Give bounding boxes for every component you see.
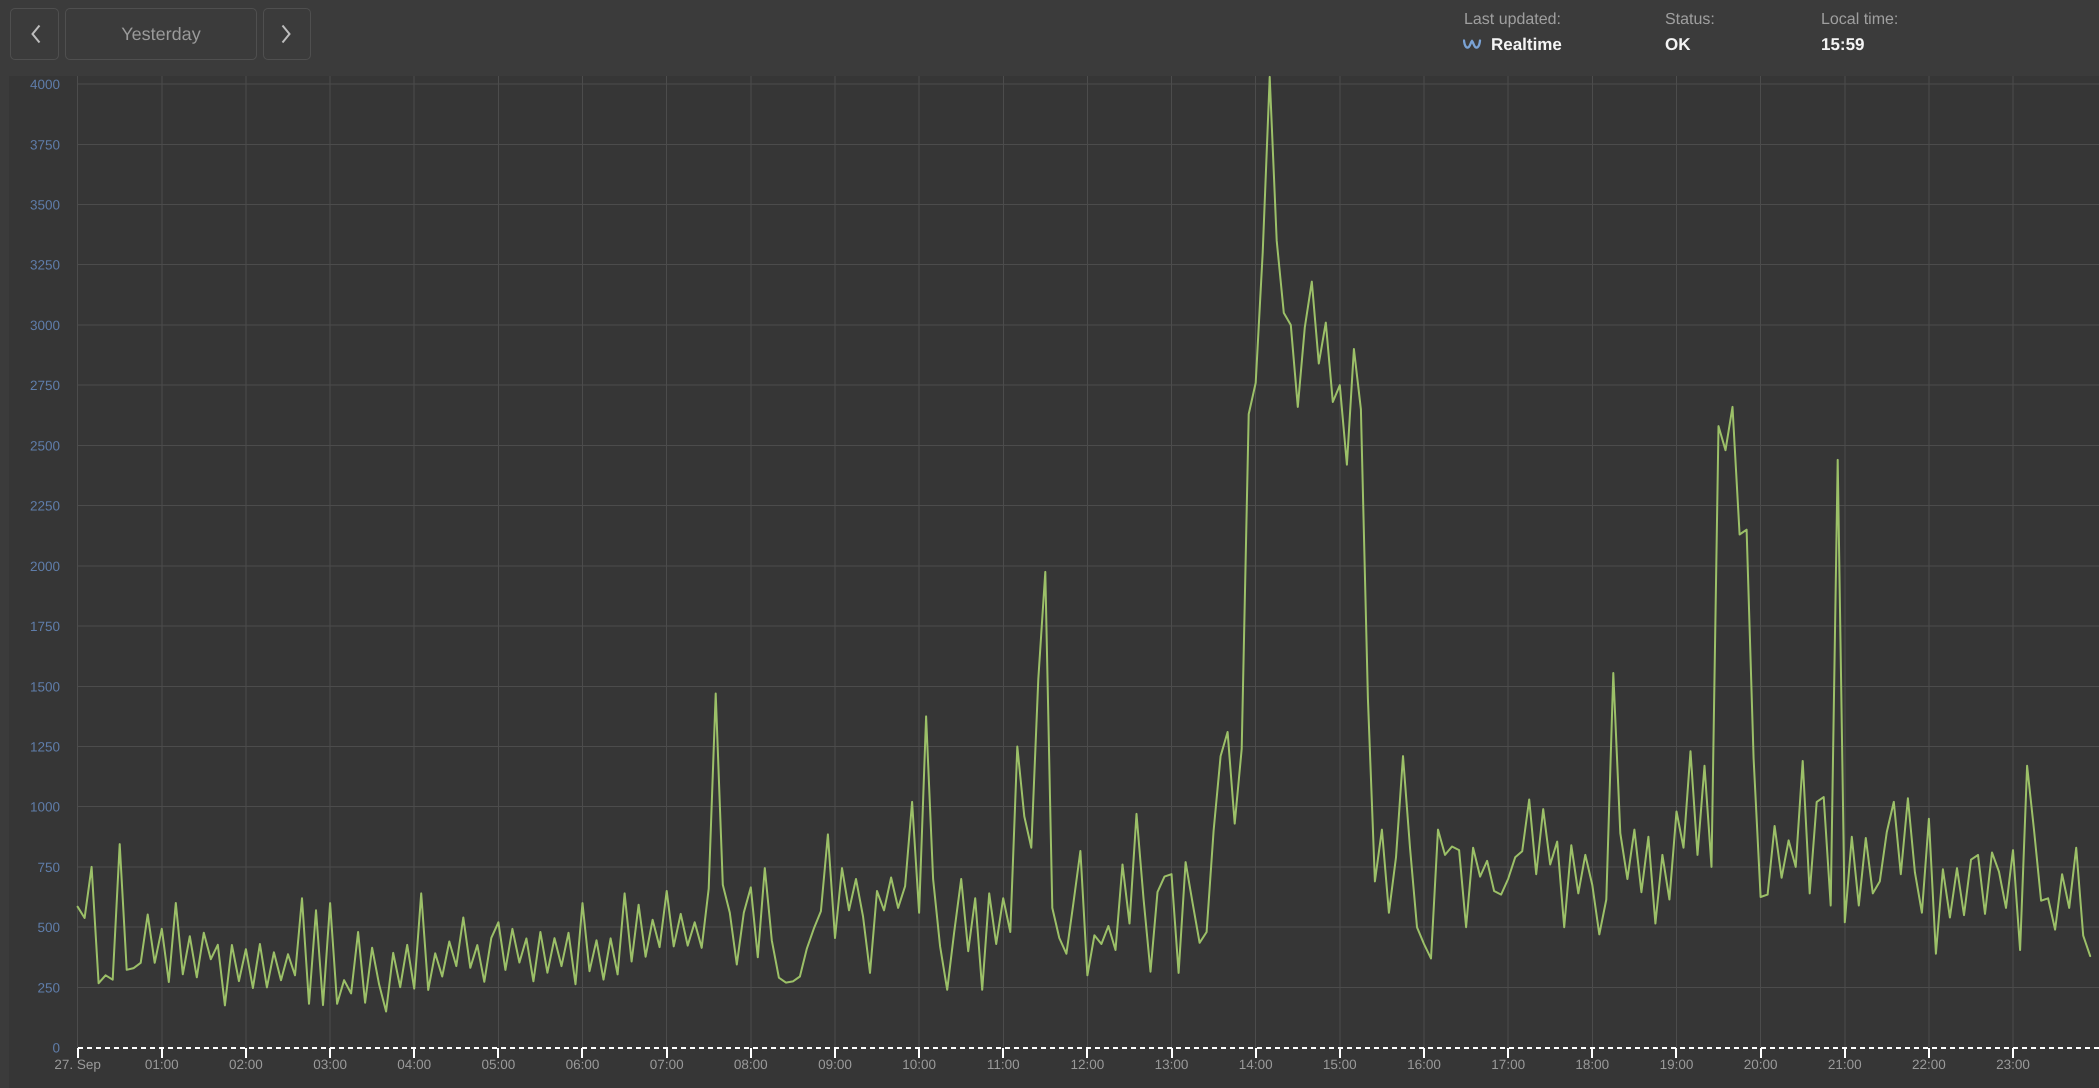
svg-text:2750: 2750 xyxy=(30,378,60,393)
svg-text:3500: 3500 xyxy=(30,198,60,213)
svg-text:12:00: 12:00 xyxy=(1071,1057,1105,1072)
svg-text:2250: 2250 xyxy=(30,499,60,514)
svg-text:07:00: 07:00 xyxy=(650,1057,684,1072)
svg-text:3750: 3750 xyxy=(30,137,60,152)
svg-text:11:00: 11:00 xyxy=(987,1057,1020,1072)
svg-text:3000: 3000 xyxy=(30,318,60,333)
svg-text:20:00: 20:00 xyxy=(1744,1057,1778,1072)
svg-text:1250: 1250 xyxy=(30,740,60,755)
svg-text:02:00: 02:00 xyxy=(229,1057,263,1072)
svg-text:250: 250 xyxy=(37,980,60,995)
svg-text:4000: 4000 xyxy=(30,77,60,92)
svg-text:500: 500 xyxy=(37,920,60,935)
svg-text:2500: 2500 xyxy=(30,438,60,453)
svg-text:23:00: 23:00 xyxy=(1996,1057,2030,1072)
svg-text:1000: 1000 xyxy=(30,800,60,815)
svg-text:09:00: 09:00 xyxy=(818,1057,852,1072)
svg-text:16:00: 16:00 xyxy=(1407,1057,1441,1072)
svg-text:08:00: 08:00 xyxy=(734,1057,768,1072)
svg-text:750: 750 xyxy=(37,860,60,875)
svg-text:1500: 1500 xyxy=(30,679,60,694)
svg-text:19:00: 19:00 xyxy=(1660,1057,1694,1072)
svg-text:21:00: 21:00 xyxy=(1828,1057,1862,1072)
svg-text:2000: 2000 xyxy=(30,559,60,574)
svg-text:3250: 3250 xyxy=(30,258,60,273)
svg-text:10:00: 10:00 xyxy=(902,1057,936,1072)
svg-text:06:00: 06:00 xyxy=(566,1057,600,1072)
svg-text:17:00: 17:00 xyxy=(1491,1057,1525,1072)
svg-text:22:00: 22:00 xyxy=(1912,1057,1946,1072)
svg-text:0: 0 xyxy=(52,1041,60,1056)
svg-text:1750: 1750 xyxy=(30,619,60,634)
svg-text:14:00: 14:00 xyxy=(1239,1057,1273,1072)
svg-text:13:00: 13:00 xyxy=(1155,1057,1189,1072)
svg-text:05:00: 05:00 xyxy=(482,1057,516,1072)
svg-text:03:00: 03:00 xyxy=(313,1057,347,1072)
svg-text:18:00: 18:00 xyxy=(1575,1057,1609,1072)
svg-text:27. Sep: 27. Sep xyxy=(54,1057,101,1072)
svg-text:01:00: 01:00 xyxy=(145,1057,179,1072)
svg-text:04:00: 04:00 xyxy=(397,1057,431,1072)
svg-text:15:00: 15:00 xyxy=(1323,1057,1357,1072)
